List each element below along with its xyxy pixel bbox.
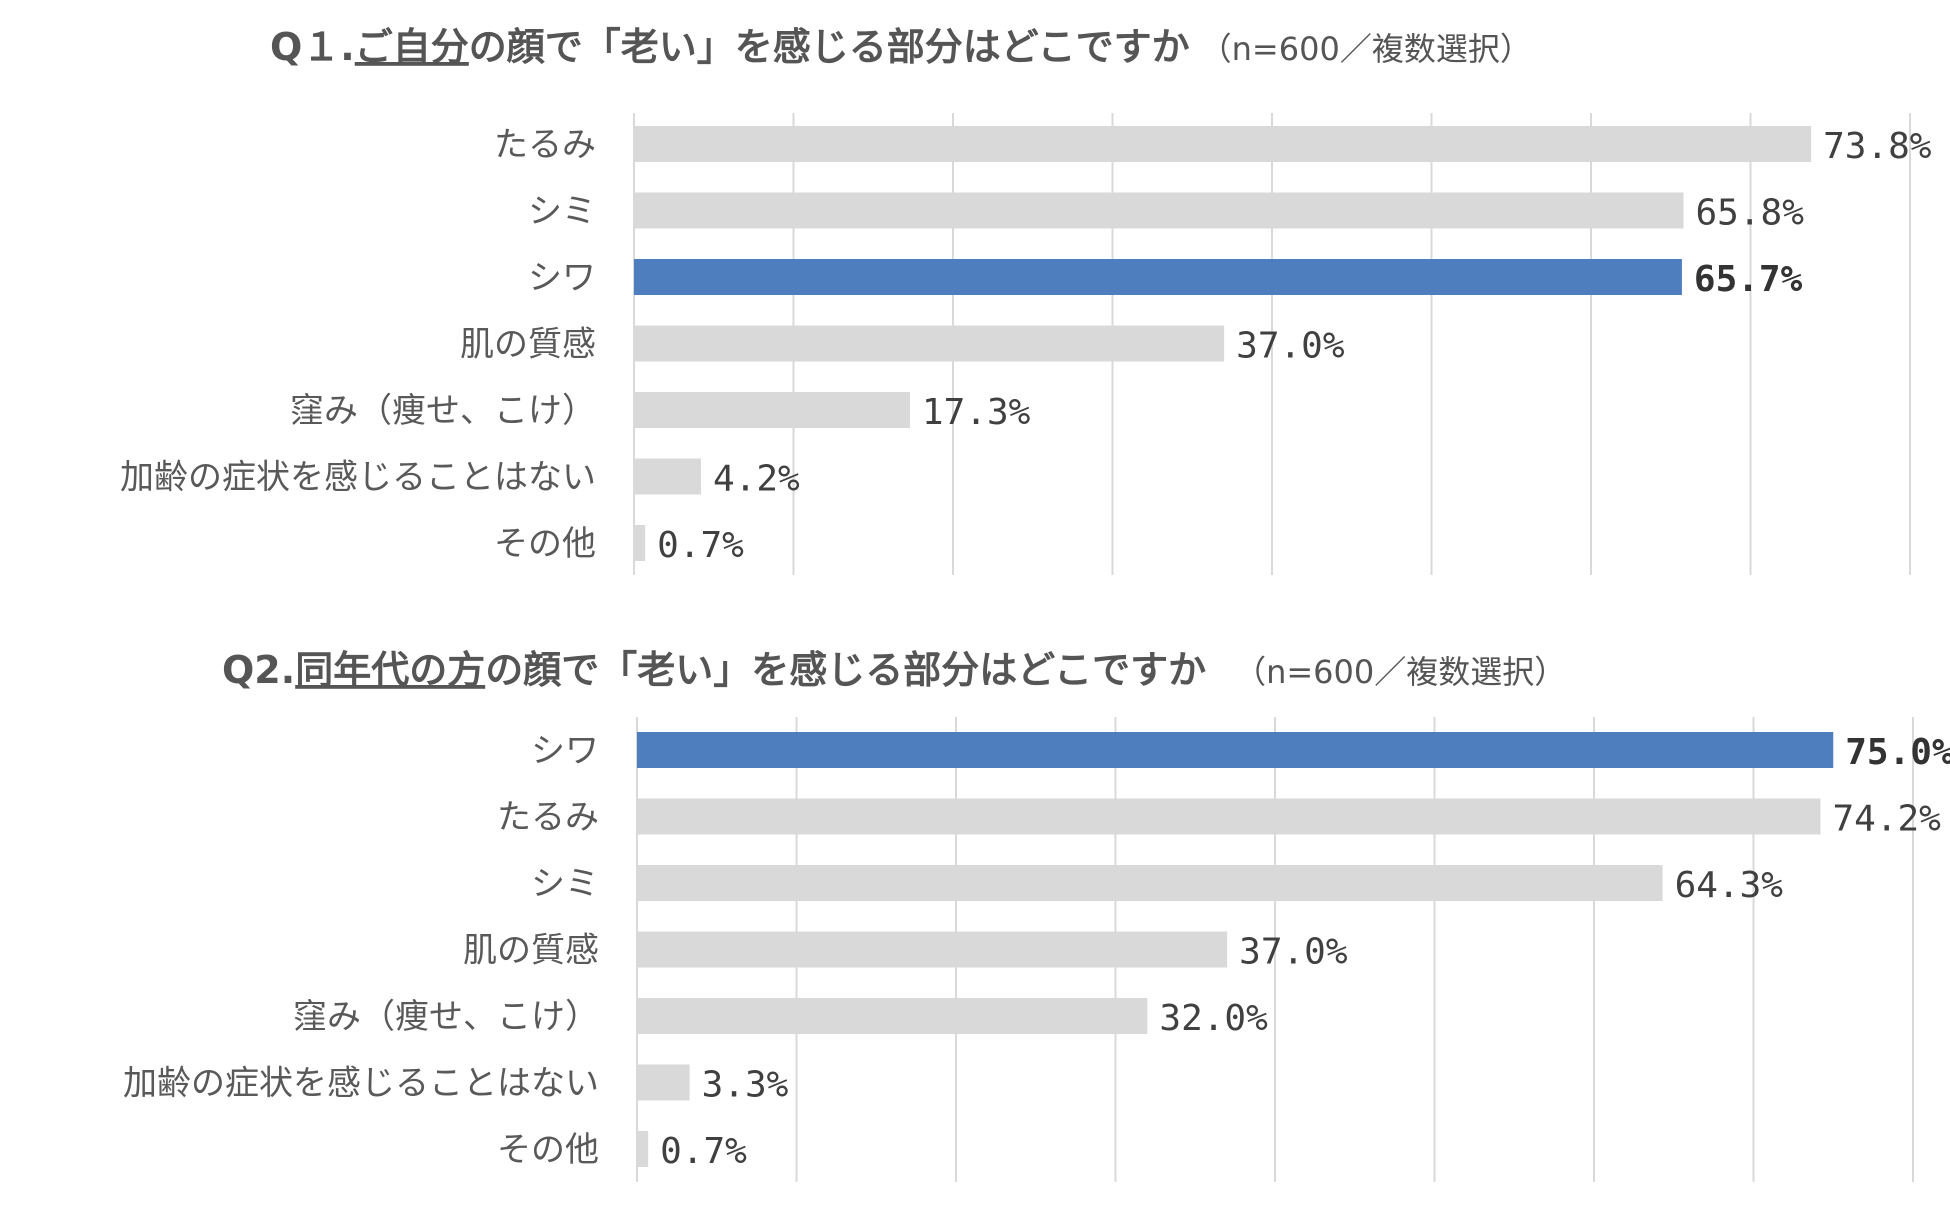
category-label: シミ <box>528 192 596 232</box>
category-label: たるみ <box>494 125 596 165</box>
data-label: 0.7% <box>657 525 744 566</box>
bar-7 <box>637 1131 649 1167</box>
category-label: シワ <box>531 731 599 771</box>
chart-1-title-note: （n=600／複数選択） <box>1200 30 1532 68</box>
bar-3 <box>637 865 1663 901</box>
bar-1 <box>637 732 1834 768</box>
category-label: 窪み（痩せ、こけ） <box>293 997 599 1037</box>
bar-3 <box>634 259 1682 295</box>
data-label: 64.3% <box>1675 865 1784 906</box>
chart-2-title-subject: 同年代の方 <box>295 648 485 692</box>
chart-2-title-prefix: Q2. <box>222 648 295 692</box>
category-label: 窪み（痩せ、こけ） <box>290 391 596 431</box>
chart-1-plot: たるみ 73.8% シミ 65.8% シワ 65.7% 肌の質感 37.0% 窪み（痩せ、こけ）… <box>120 113 1932 575</box>
chart-1-title: Q１.ご自分の顔で「老い」を感じる部分はどこですか （n=600／複数選択） <box>270 25 1532 69</box>
category-label: 肌の質感 <box>460 325 596 365</box>
chart-2-title: Q2.同年代の方の顔で「老い」を感じる部分はどこですか （n=600／複数選択） <box>222 648 1566 692</box>
chart-1-title-subject: ご自分 <box>355 25 469 69</box>
data-label: 75.0% <box>1845 732 1950 773</box>
bar-2 <box>637 798 1821 835</box>
data-label: 17.3% <box>922 392 1031 433</box>
data-label: 73.8% <box>1823 126 1932 167</box>
category-label: シワ <box>528 258 596 298</box>
data-label: 0.7% <box>660 1131 747 1172</box>
bar-7 <box>634 525 646 561</box>
bar-5 <box>634 392 910 428</box>
bar-6 <box>634 458 701 495</box>
data-label: 74.2% <box>1832 799 1941 840</box>
data-label: 37.0% <box>1239 932 1348 973</box>
chart-1-title-prefix: Q１. <box>270 25 355 69</box>
chart-2-title-note: （n=600／複数選択） <box>1234 653 1566 691</box>
chart-2-plot: シワ 75.0% たるみ 74.2% シミ 64.3% 肌の質感 37.0% 窪み（痩せ、こけ）… <box>123 717 1950 1182</box>
data-label: 65.7% <box>1694 259 1803 300</box>
category-label: 肌の質感 <box>463 931 599 971</box>
bar-4 <box>634 325 1225 362</box>
bar-2 <box>634 192 1684 229</box>
bar-5 <box>637 998 1148 1034</box>
data-label: 65.8% <box>1696 193 1805 234</box>
bar-6 <box>637 1064 690 1101</box>
chart-2-title-rest: の顔で「老い」を感じる部分はどこですか <box>485 648 1206 692</box>
category-label: シミ <box>531 864 599 904</box>
category-label: その他 <box>497 1130 599 1170</box>
data-label: 4.2% <box>713 459 800 500</box>
category-label: 加齢の症状を感じることはない <box>120 458 596 498</box>
bar-1 <box>634 126 1812 162</box>
data-label: 32.0% <box>1159 998 1268 1039</box>
category-label: その他 <box>494 524 596 564</box>
bar-4 <box>637 931 1228 968</box>
category-label: 加齢の症状を感じることはない <box>123 1064 599 1104</box>
data-label: 37.0% <box>1236 326 1345 367</box>
data-label: 3.3% <box>702 1065 789 1106</box>
category-label: たるみ <box>497 798 599 838</box>
chart-1-title-rest: の顔で「老い」を感じる部分はどこですか <box>469 25 1190 69</box>
